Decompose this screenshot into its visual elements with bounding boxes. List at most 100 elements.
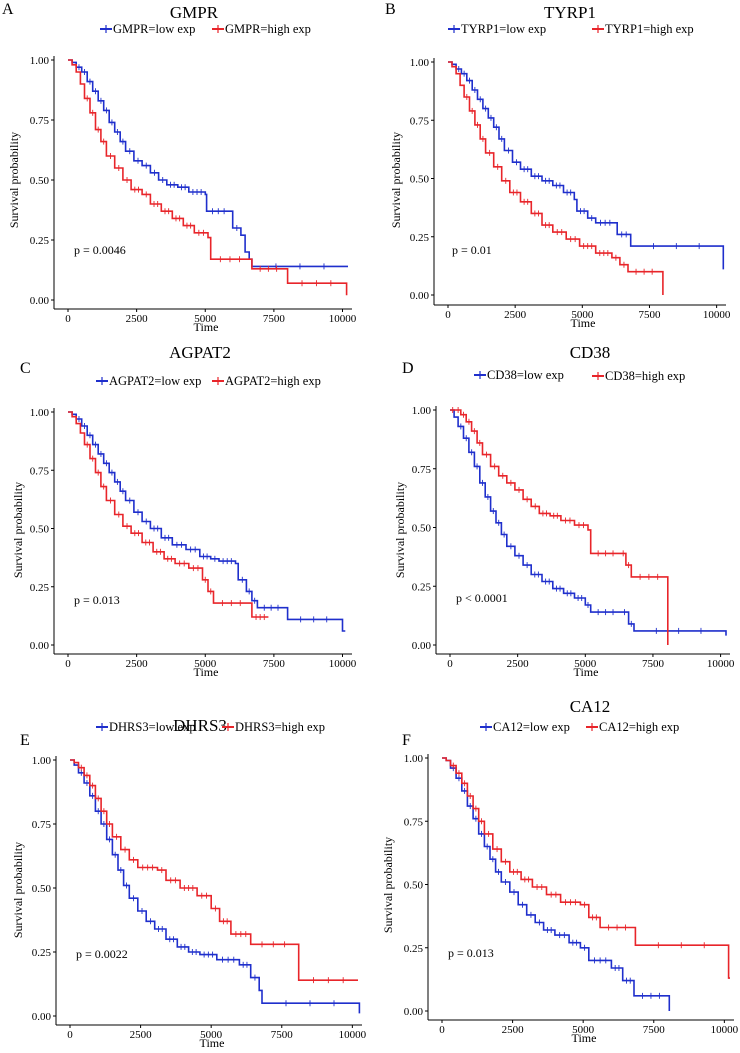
y-axis-label: Survival probability (389, 132, 403, 228)
km-panel-c: C AGPAT2 AGPAT2=low exp AGPAT2=high exp 0.00… (11, 343, 357, 679)
y-tick-label: 0.50 (32, 883, 52, 895)
y-tick-label: 0.00 (410, 290, 430, 302)
survival-curve-low (450, 409, 727, 636)
panel-letter: B (385, 1, 396, 18)
y-tick-label: 0.50 (30, 524, 50, 536)
survival-curve-low (68, 411, 346, 632)
legend-label-high: DHRS3=high exp (235, 720, 325, 734)
panel-letter: A (2, 1, 14, 18)
y-tick-label: 0.25 (410, 232, 430, 244)
y-tick-label: 0.50 (412, 523, 432, 535)
survival-curve-high (70, 759, 358, 981)
x-tick-label: 5000 (574, 658, 597, 670)
survival-curve-high (68, 411, 269, 618)
legend-label-high: AGPAT2=high exp (225, 374, 321, 388)
x-tick-label: 2500 (504, 309, 527, 321)
y-axis-label: Survival probability (7, 132, 21, 228)
x-tick-label: 0 (65, 313, 71, 325)
x-tick-label: 5000 (572, 1024, 595, 1036)
legend-label-high: CA12=high exp (599, 720, 679, 734)
survival-curve-low (448, 61, 725, 270)
legend-label-low: CA12=low exp (493, 720, 570, 734)
p-value: p = 0.013 (448, 946, 494, 960)
panel-letter: D (402, 360, 414, 377)
y-tick-label: 1.00 (30, 407, 50, 419)
legend-label-high: CD38=high exp (605, 369, 685, 383)
x-tick-label: 2500 (126, 313, 149, 325)
x-tick-label: 0 (439, 1024, 445, 1036)
panel-letter: C (20, 360, 31, 377)
x-axis-label: Time (571, 316, 596, 330)
x-tick-label: 2500 (130, 1029, 153, 1041)
x-tick-label: 0 (447, 658, 453, 670)
survival-curve-high (442, 757, 730, 979)
legend-label-low: AGPAT2=low exp (109, 374, 201, 388)
km-panel-d: D CD38 CD38=low exp CD38=high exp 0.00 0.25 0.… (393, 343, 735, 679)
x-tick-label: 2500 (502, 1024, 525, 1036)
p-value: p = 0.0022 (76, 947, 128, 961)
y-tick-label: 0.50 (404, 880, 424, 892)
legend-label-high: GMPR=high exp (225, 22, 311, 36)
chart-title: TYRP1 (544, 3, 596, 22)
x-tick-label: 7500 (271, 1029, 294, 1041)
x-tick-label: 10000 (703, 309, 731, 321)
x-axis-label: Time (194, 665, 219, 679)
chart-title: CD38 (570, 343, 611, 362)
y-tick-label: 0.00 (32, 1011, 52, 1023)
legend-label-low: CD38=low exp (487, 368, 564, 382)
p-value: p = 0.0046 (74, 243, 126, 257)
y-tick-label: 1.00 (404, 753, 424, 765)
p-value: p = 0.013 (74, 593, 120, 607)
chart-title: GMPR (170, 3, 219, 22)
y-tick-label: 0.00 (412, 640, 432, 652)
x-tick-label: 0 (67, 1029, 73, 1041)
chart-title: DHRS3 (173, 716, 227, 735)
y-tick-label: 0.00 (30, 295, 50, 307)
y-tick-label: 0.00 (30, 640, 50, 652)
x-axis-label: Time (572, 1031, 597, 1045)
y-tick-label: 0.75 (410, 115, 430, 127)
x-tick-label: 5000 (571, 309, 594, 321)
x-tick-label: 2500 (126, 658, 149, 670)
x-tick-label: 10000 (329, 313, 357, 325)
x-tick-label: 7500 (643, 1024, 666, 1036)
y-axis-label: Survival probability (381, 837, 395, 933)
x-tick-label: 7500 (642, 658, 665, 670)
panel-letter: E (20, 732, 30, 749)
y-tick-label: 0.50 (30, 175, 50, 187)
y-tick-label: 0.25 (30, 235, 50, 247)
y-axis-label: Survival probability (11, 842, 25, 938)
y-tick-label: 0.75 (404, 816, 424, 828)
x-tick-label: 10000 (339, 1029, 367, 1041)
survival-curve-low (70, 759, 361, 1014)
y-axis-label: Survival probability (393, 482, 407, 578)
y-axis-label: Survival probability (11, 482, 25, 578)
survival-curve-low (68, 59, 348, 268)
y-tick-label: 0.25 (412, 581, 432, 593)
x-tick-label: 0 (65, 658, 71, 670)
y-tick-label: 1.00 (32, 755, 52, 767)
x-tick-label: 10000 (329, 658, 357, 670)
y-tick-label: 0.25 (30, 582, 50, 594)
y-tick-label: 0.25 (32, 947, 52, 959)
y-tick-label: 1.00 (30, 55, 50, 67)
y-tick-label: 0.75 (30, 115, 50, 127)
x-tick-label: 10000 (707, 658, 735, 670)
x-axis-label: Time (194, 320, 219, 334)
p-value: p < 0.0001 (456, 591, 508, 605)
x-tick-label: 7500 (638, 309, 661, 321)
p-value: p = 0.01 (452, 243, 492, 257)
legend-label-low: GMPR=low exp (113, 22, 195, 36)
survival-curve-high (448, 61, 664, 295)
x-tick-label: 10000 (711, 1024, 739, 1036)
y-tick-label: 1.00 (410, 57, 430, 69)
x-axis-label: Time (200, 1036, 225, 1048)
y-tick-label: 0.75 (32, 819, 52, 831)
survival-curve-low (442, 757, 671, 1011)
x-axis-label: Time (574, 665, 599, 679)
legend-label-low: DHRS3=low exp (109, 720, 196, 734)
chart-title: CA12 (570, 697, 611, 716)
